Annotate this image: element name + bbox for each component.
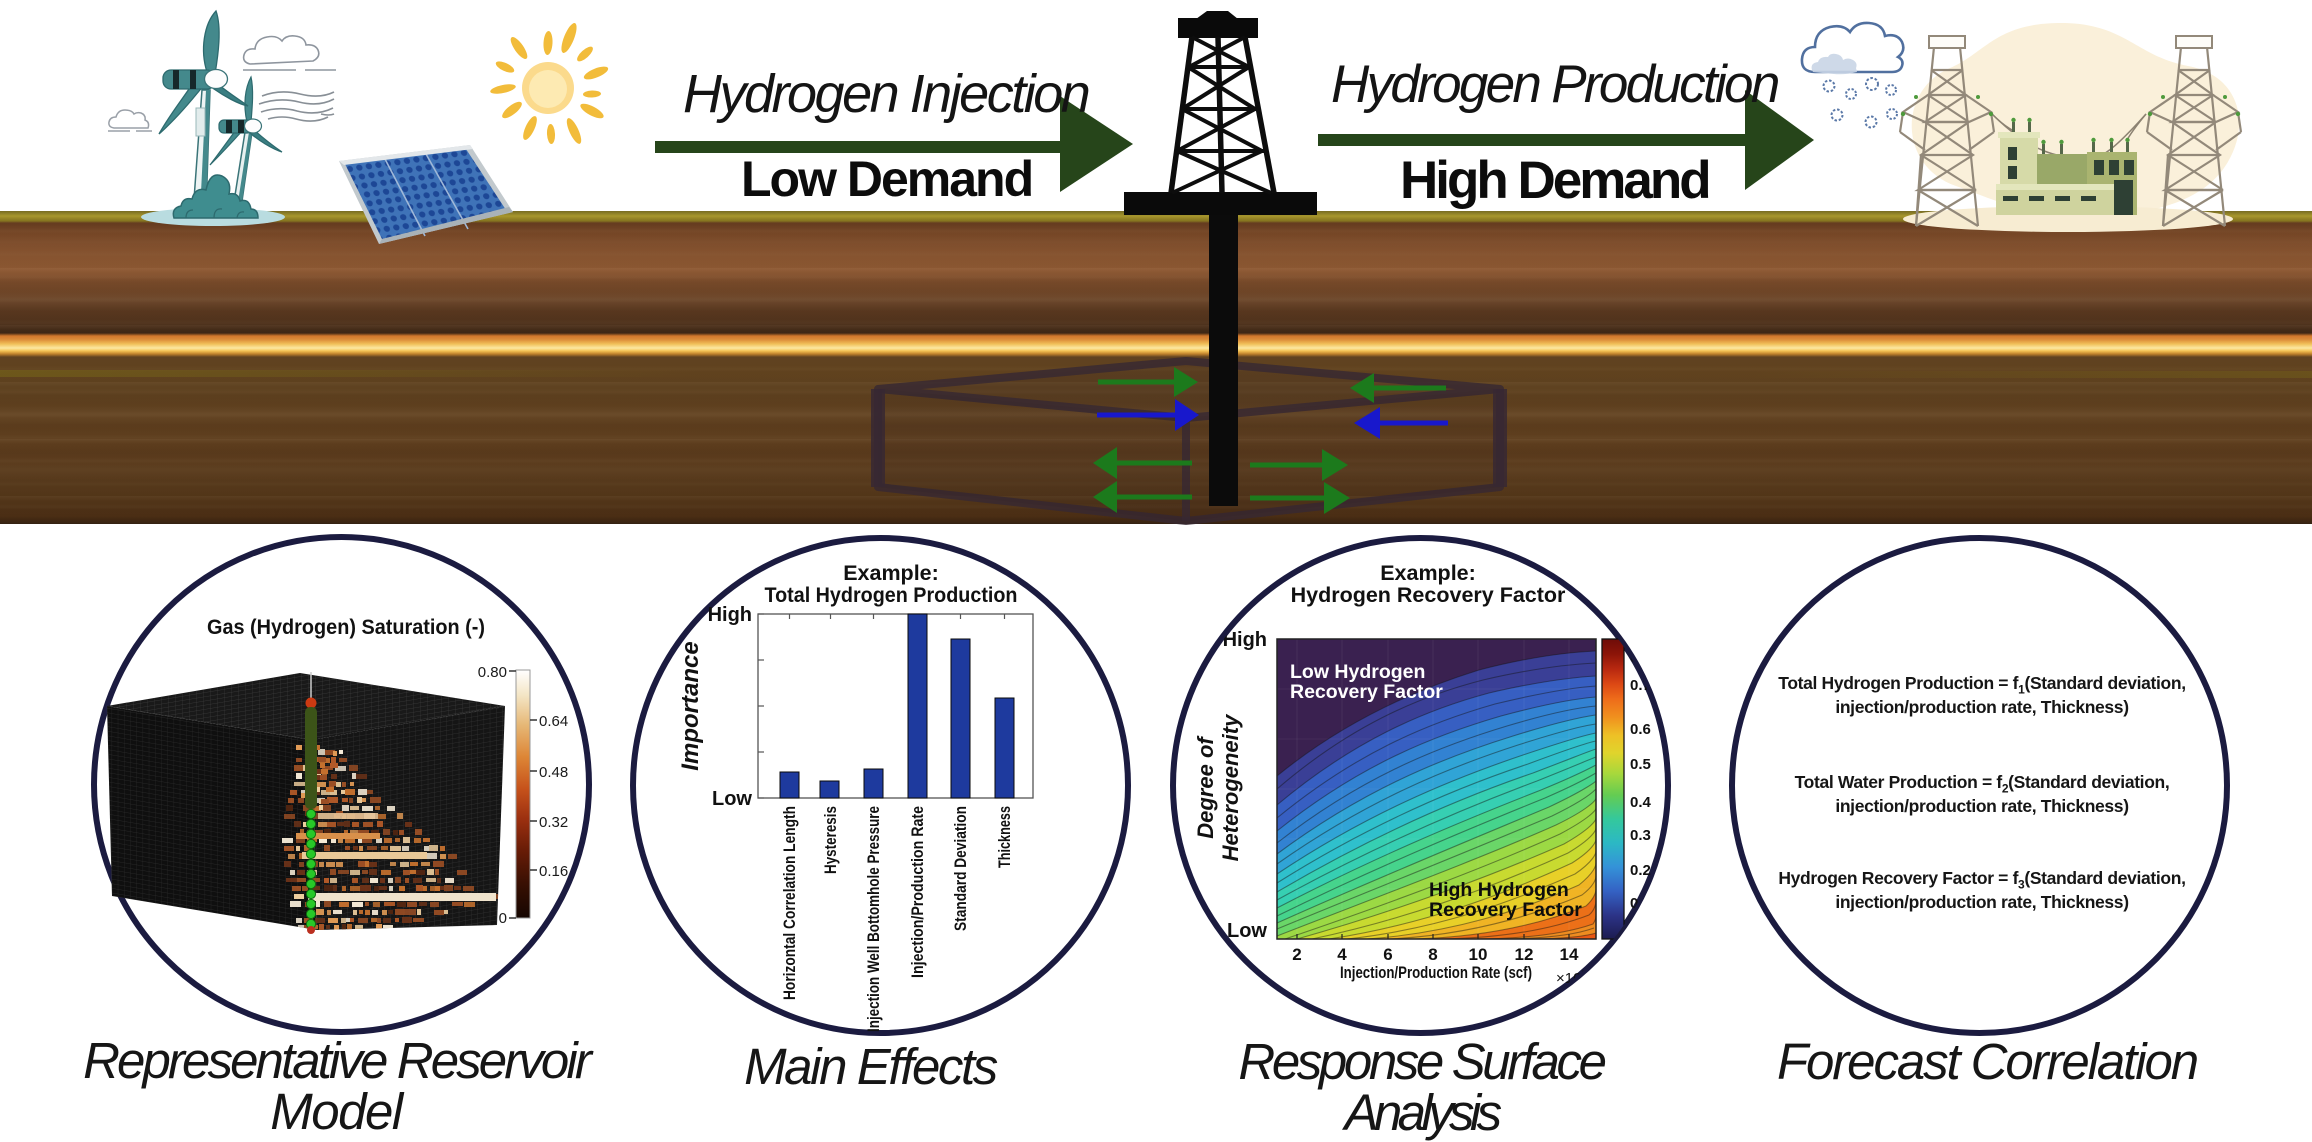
svg-text:Low: Low [1227, 920, 1267, 942]
svg-text:0.32: 0.32 [539, 814, 568, 831]
svg-text:0.2: 0.2 [1630, 862, 1651, 879]
svg-text:Standard Deviation: Standard Deviation [952, 806, 970, 931]
svg-text:Injection/Production Rate (scf: Injection/Production Rate (scf) [1340, 963, 1532, 982]
svg-text:Example:: Example: [843, 561, 939, 585]
svg-text:Recovery Factor: Recovery Factor [1290, 681, 1443, 703]
svg-text:0.6: 0.6 [1630, 721, 1651, 738]
svg-text:Heterogeneity: Heterogeneity [1218, 713, 1243, 861]
svg-text:0.64: 0.64 [539, 713, 568, 730]
svg-text:14: 14 [1560, 945, 1579, 964]
svg-text:0.80: 0.80 [478, 664, 507, 681]
svg-text:Importance: Importance [677, 641, 704, 770]
svg-text:0.4: 0.4 [1630, 794, 1652, 811]
svg-text:Degree of: Degree of [1193, 735, 1218, 839]
svg-text:Total Hydrogen Production: Total Hydrogen Production [765, 583, 1018, 607]
svg-text:0: 0 [499, 910, 507, 927]
svg-text:0.16: 0.16 [539, 863, 568, 880]
svg-text:Hydrogen Recovery Factor: Hydrogen Recovery Factor [1291, 583, 1566, 607]
svg-text:Recovery Factor: Recovery Factor [1429, 899, 1582, 921]
svg-text:Thickness: Thickness [996, 806, 1014, 868]
svg-text:High: High [708, 604, 752, 626]
svg-text:6: 6 [1383, 945, 1392, 964]
svg-text:Hysteresis: Hysteresis [822, 806, 840, 874]
svg-text:Low: Low [712, 788, 752, 810]
svg-text:10: 10 [1469, 945, 1488, 964]
svg-text:0.5: 0.5 [1630, 756, 1651, 773]
svg-text:0.48: 0.48 [539, 764, 568, 781]
svg-text:Injection Well Bottomhole Pres: Injection Well Bottomhole Pressure [865, 806, 883, 1032]
svg-text:Horizontal Correlation Length: Horizontal Correlation Length [781, 806, 799, 1000]
svg-text:High Hydrogen: High Hydrogen [1429, 879, 1569, 901]
svg-text:Injection/Production Rate: Injection/Production Rate [909, 806, 927, 978]
svg-text:Gas (Hydrogen) Saturation (-): Gas (Hydrogen) Saturation (-) [207, 615, 485, 639]
svg-text:Low Hydrogen: Low Hydrogen [1290, 661, 1425, 683]
svg-text:4: 4 [1337, 945, 1347, 964]
svg-text:0.3: 0.3 [1630, 827, 1651, 844]
svg-text:Example:: Example: [1380, 561, 1476, 585]
svg-text:8: 8 [1428, 945, 1437, 964]
svg-text:2: 2 [1292, 945, 1301, 964]
svg-text:High: High [1223, 629, 1267, 651]
svg-text:12: 12 [1515, 945, 1534, 964]
